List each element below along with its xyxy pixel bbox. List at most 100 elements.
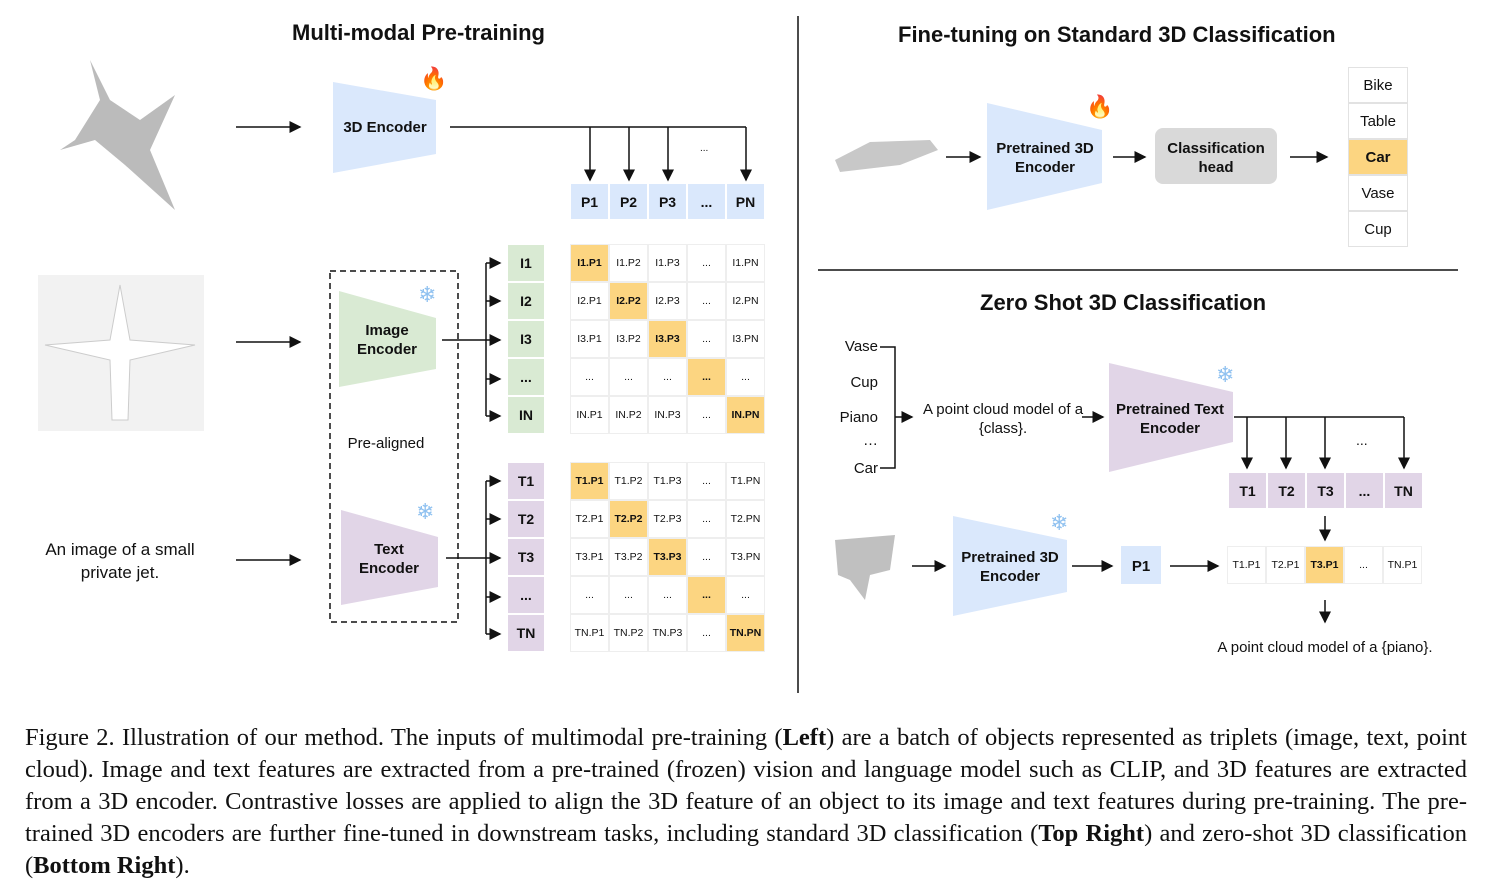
similarity-cell: IN.P3 bbox=[648, 396, 687, 434]
zs-3d-encoder-shape bbox=[953, 516, 1067, 616]
similarity-cell: T2.PN bbox=[726, 500, 765, 538]
prompt-template: A point cloud model of a {class}. bbox=[922, 401, 1084, 437]
row-feature: T2 bbox=[507, 500, 545, 538]
zs-class: Piano bbox=[839, 409, 878, 426]
row-feature: T3 bbox=[507, 538, 545, 576]
flame-icon: 🔥 bbox=[420, 66, 448, 91]
similarity-cell: I3.P3 bbox=[648, 320, 687, 358]
snowflake-icon: ❄ bbox=[1216, 362, 1235, 387]
point-cloud-car-icon bbox=[835, 140, 938, 172]
caption-segment: ) and zero-shot 3D classification ( bbox=[25, 820, 1467, 879]
similarity-cell: T1.P3 bbox=[648, 462, 687, 500]
zs-3d-encoder-label: Pretrained 3D Encoder bbox=[961, 549, 1059, 585]
pretraining-title: Multi-modal Pre-training bbox=[292, 20, 545, 45]
similarity-cell: I2.P2 bbox=[609, 282, 648, 320]
zs-p1: P1 bbox=[1131, 558, 1151, 575]
similarity-cell: ... bbox=[726, 576, 765, 614]
score-cell: T3.P1 bbox=[1305, 546, 1344, 584]
zs-text-encoder-label: Pretrained Text Encoder bbox=[1115, 401, 1225, 437]
caption-segment: Top Right bbox=[1038, 820, 1145, 847]
similarity-cell: I2.P1 bbox=[570, 282, 609, 320]
similarity-cell: I1.P1 bbox=[570, 244, 609, 282]
similarity-cell: T1.P2 bbox=[609, 462, 648, 500]
similarity-cell: TN.P2 bbox=[609, 614, 648, 652]
text-encoder-label: Text Encoder bbox=[358, 541, 419, 577]
class-label: Vase bbox=[1348, 175, 1408, 211]
point-cloud-piano-icon bbox=[835, 535, 895, 600]
row-feature: ... bbox=[507, 358, 545, 396]
similarity-cell: TN.P3 bbox=[648, 614, 687, 652]
similarity-cell: T3.PN bbox=[726, 538, 765, 576]
p-dots: ... bbox=[700, 143, 709, 154]
similarity-cell: ... bbox=[648, 576, 687, 614]
similarity-cell: I2.P3 bbox=[648, 282, 687, 320]
finetune-encoder-label: Pretrained 3D Encoder bbox=[996, 140, 1094, 176]
snowflake-icon: ❄ bbox=[418, 282, 437, 307]
flame-icon: 🔥 bbox=[1086, 94, 1114, 119]
caption-segment: Bottom Right bbox=[33, 852, 176, 879]
similarity-cell: T1.P1 bbox=[570, 462, 609, 500]
classification-head-label: Classification head bbox=[1167, 140, 1265, 176]
similarity-cell: ... bbox=[687, 462, 726, 500]
image-encoder-shape bbox=[339, 291, 436, 387]
similarity-cell: ... bbox=[609, 358, 648, 396]
zs-result: A point cloud model of a {piano}. bbox=[1217, 639, 1433, 656]
row-feature: I1 bbox=[507, 244, 545, 282]
finetune-encoder-shape bbox=[987, 103, 1102, 210]
zs-class: Cup bbox=[850, 374, 878, 391]
similarity-cell: T2.P1 bbox=[570, 500, 609, 538]
zs-class: Vase bbox=[844, 338, 878, 355]
text-input: An image of a small private jet. bbox=[45, 540, 195, 582]
similarity-cell: ... bbox=[687, 538, 726, 576]
class-label: Cup bbox=[1348, 211, 1408, 247]
similarity-cell: T2.P2 bbox=[609, 500, 648, 538]
class-label: Bike bbox=[1348, 67, 1408, 103]
caption-segment: Figure 2. Illustration of our method. Th… bbox=[25, 724, 783, 751]
similarity-cell: ... bbox=[687, 320, 726, 358]
image-encoder-label: Image Encoder bbox=[356, 322, 417, 358]
text-feature: TN bbox=[1384, 472, 1423, 509]
pre-aligned-label: Pre-aligned bbox=[347, 435, 425, 452]
similarity-cell: T2.P3 bbox=[648, 500, 687, 538]
text-encoder-shape bbox=[341, 510, 438, 605]
row-feature: I3 bbox=[507, 320, 545, 358]
similarity-cell: I1.P2 bbox=[609, 244, 648, 282]
text-feature: T3 bbox=[1306, 472, 1345, 509]
zs-class: Car bbox=[853, 460, 878, 477]
text-feature: T2 bbox=[1267, 472, 1306, 509]
caption-segment: ). bbox=[175, 852, 190, 879]
class-label: Table bbox=[1348, 103, 1408, 139]
t-dots: ... bbox=[1356, 432, 1368, 448]
score-cell: T1.P1 bbox=[1227, 546, 1266, 584]
point-feature: P1 bbox=[570, 183, 609, 220]
text-feature: ... bbox=[1345, 472, 1384, 509]
similarity-cell: T3.P1 bbox=[570, 538, 609, 576]
point-feature: P2 bbox=[609, 183, 648, 220]
similarity-cell: ... bbox=[687, 614, 726, 652]
similarity-cell: TN.P1 bbox=[570, 614, 609, 652]
classification-head-shape bbox=[1155, 128, 1277, 184]
zeroshot-title: Zero Shot 3D Classification bbox=[980, 290, 1267, 315]
similarity-cell: ... bbox=[570, 358, 609, 396]
similarity-cell: I3.P2 bbox=[609, 320, 648, 358]
similarity-cell: I1.P3 bbox=[648, 244, 687, 282]
zs-class: … bbox=[863, 432, 878, 449]
similarity-cell: TN.PN bbox=[726, 614, 765, 652]
zs-text-encoder-shape bbox=[1109, 363, 1233, 472]
3d-encoder-label: 3D Encoder bbox=[343, 119, 427, 136]
snowflake-icon: ❄ bbox=[1050, 510, 1069, 535]
similarity-cell: ... bbox=[687, 500, 726, 538]
similarity-cell: ... bbox=[687, 576, 726, 614]
row-feature: ... bbox=[507, 576, 545, 614]
text-feature: T1 bbox=[1228, 472, 1267, 509]
similarity-cell: I3.PN bbox=[726, 320, 765, 358]
score-cell: TN.P1 bbox=[1383, 546, 1422, 584]
class-label: Car bbox=[1348, 139, 1408, 175]
figure-caption: Figure 2. Illustration of our method. Th… bbox=[25, 722, 1467, 882]
point-cloud-jet-icon bbox=[60, 60, 175, 210]
similarity-cell: IN.P1 bbox=[570, 396, 609, 434]
similarity-cell: ... bbox=[687, 282, 726, 320]
3d-encoder-shape bbox=[333, 82, 436, 173]
